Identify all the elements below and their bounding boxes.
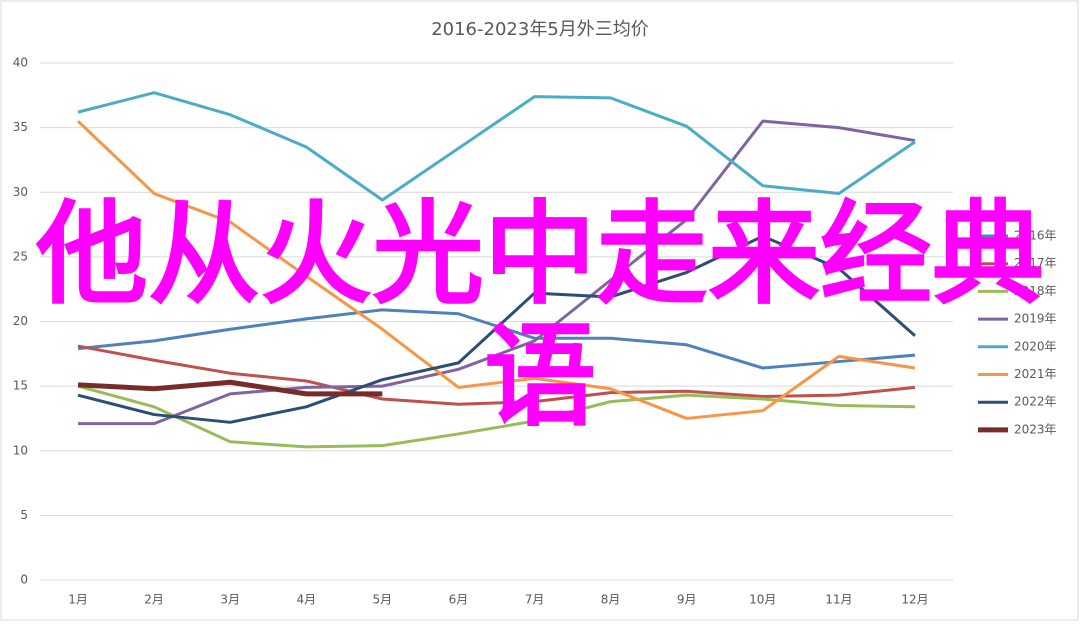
x-tick-label: 6月 [449,593,469,607]
x-tick-label: 9月 [677,593,697,607]
line-series [77,344,916,406]
line-series [77,234,916,424]
line-series [77,120,916,420]
x-tick-label: 1月 [68,593,88,607]
x-tick-label: 3月 [220,593,240,607]
line-series [77,91,916,202]
line-series [77,379,383,397]
x-tick-label: 11月 [825,593,852,607]
x-tick-label: 12月 [901,593,928,607]
legend-label: 2016年 [1014,229,1057,243]
y-tick-label: 15 [13,379,28,393]
chart-title: 2016-2023年5月外三均价 [431,19,649,40]
x-tick-label: 4月 [296,593,316,607]
legend-label: 2022年 [1014,395,1057,409]
line-series [78,119,916,426]
overlay-text: 他从火光中走来经典 [35,190,1044,320]
y-tick-label: 10 [13,443,28,457]
legend-label: 2017年 [1014,256,1057,270]
x-tick-label: 2月 [144,593,164,607]
y-tick-label: 5 [20,508,28,522]
y-tick-label: 35 [13,120,28,134]
overlay-text: 语 [484,312,596,442]
x-tick-label: 8月 [601,593,621,607]
legend-label: 2020年 [1014,339,1057,353]
x-tick-label: 5月 [373,593,393,607]
y-tick-label: 25 [13,249,28,263]
legend-label: 2018年 [1014,284,1057,298]
legend-label: 2021年 [1014,367,1057,381]
y-tick-label: 30 [13,185,28,199]
x-tick-label: 10月 [749,593,776,607]
y-tick-label: 0 [20,573,28,587]
y-tick-label: 40 [13,56,28,70]
legend-label: 2019年 [1014,312,1057,326]
x-tick-label: 7月 [525,593,545,607]
y-tick-label: 20 [13,314,28,328]
legend-label: 2023年 [1014,422,1057,436]
